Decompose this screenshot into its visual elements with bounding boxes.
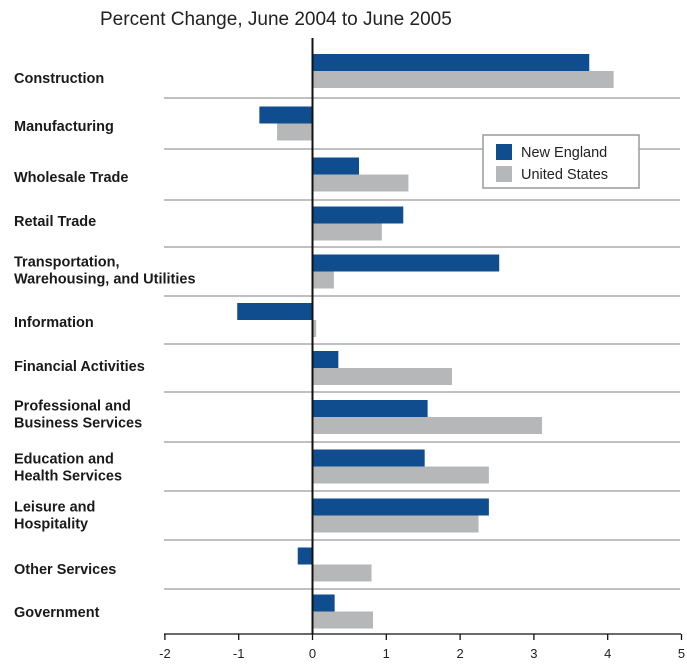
bar-united-states xyxy=(277,123,313,141)
bar-new-england xyxy=(312,449,425,467)
bar-united-states xyxy=(312,564,372,582)
bar-new-england xyxy=(312,157,359,175)
legend-label-united-states: United States xyxy=(521,167,608,183)
category-label: Information xyxy=(14,315,94,331)
category-label: Hospitality xyxy=(14,517,88,533)
category-label: Financial Activities xyxy=(14,359,145,375)
bar-new-england xyxy=(312,594,335,612)
category-label: Health Services xyxy=(14,469,122,485)
x-tick-label: 3 xyxy=(530,646,537,661)
legend-swatch-united-states xyxy=(496,166,512,182)
category-label: Transportation, xyxy=(14,255,120,271)
category-label: Leisure and xyxy=(14,500,95,516)
x-tick-label: -2 xyxy=(159,646,171,661)
legend-label-new-england: New England xyxy=(521,145,607,161)
bar-new-england xyxy=(312,54,590,71)
category-label: Professional and xyxy=(14,399,131,415)
bar-new-england xyxy=(312,206,404,224)
x-tick-label: 0 xyxy=(309,646,316,661)
bar-united-states xyxy=(312,320,317,337)
category-label: Business Services xyxy=(14,416,142,432)
bar-united-states xyxy=(312,223,382,241)
bar-united-states xyxy=(312,368,452,385)
bars xyxy=(237,38,614,634)
x-tick-label: 2 xyxy=(456,646,463,661)
bar-new-england xyxy=(312,400,428,417)
bar-united-states xyxy=(312,71,614,88)
bar-united-states xyxy=(312,417,543,434)
category-label: Construction xyxy=(14,71,104,87)
x-tick-label: 1 xyxy=(383,646,390,661)
category-labels: Construction Manufacturing Wholesale Trade… xyxy=(14,71,196,621)
x-tick-label: -1 xyxy=(233,646,245,661)
bar-new-england xyxy=(259,106,313,124)
category-label: Government xyxy=(14,605,100,621)
bar-new-england xyxy=(312,254,500,272)
legend-swatch-new-england xyxy=(496,144,512,160)
bar-new-england xyxy=(297,547,313,565)
x-tick-label: 4 xyxy=(604,646,611,661)
bar-united-states xyxy=(312,174,409,192)
category-label: Wholesale Trade xyxy=(14,170,128,186)
bar-new-england xyxy=(312,498,489,516)
legend: New England United States xyxy=(482,134,640,189)
bar-new-england xyxy=(237,303,313,320)
chart-title: Percent Change, June 2004 to June 2005 xyxy=(100,9,452,30)
x-tick-label: 5 xyxy=(678,646,685,661)
category-label: Manufacturing xyxy=(14,119,114,135)
legend-box xyxy=(482,134,640,189)
category-separators xyxy=(164,97,680,590)
bar-united-states xyxy=(312,611,374,629)
category-label: Warehousing, and Utilities xyxy=(14,272,196,288)
x-axis: -2 -1 0 1 2 3 4 5 xyxy=(159,633,685,661)
category-label: Education and xyxy=(14,452,114,468)
bar-united-states xyxy=(312,466,489,484)
bar-united-states xyxy=(312,515,479,533)
category-label: Retail Trade xyxy=(14,214,96,230)
bar-new-england xyxy=(312,351,339,368)
bar-united-states xyxy=(312,271,334,289)
category-label: Other Services xyxy=(14,562,116,578)
